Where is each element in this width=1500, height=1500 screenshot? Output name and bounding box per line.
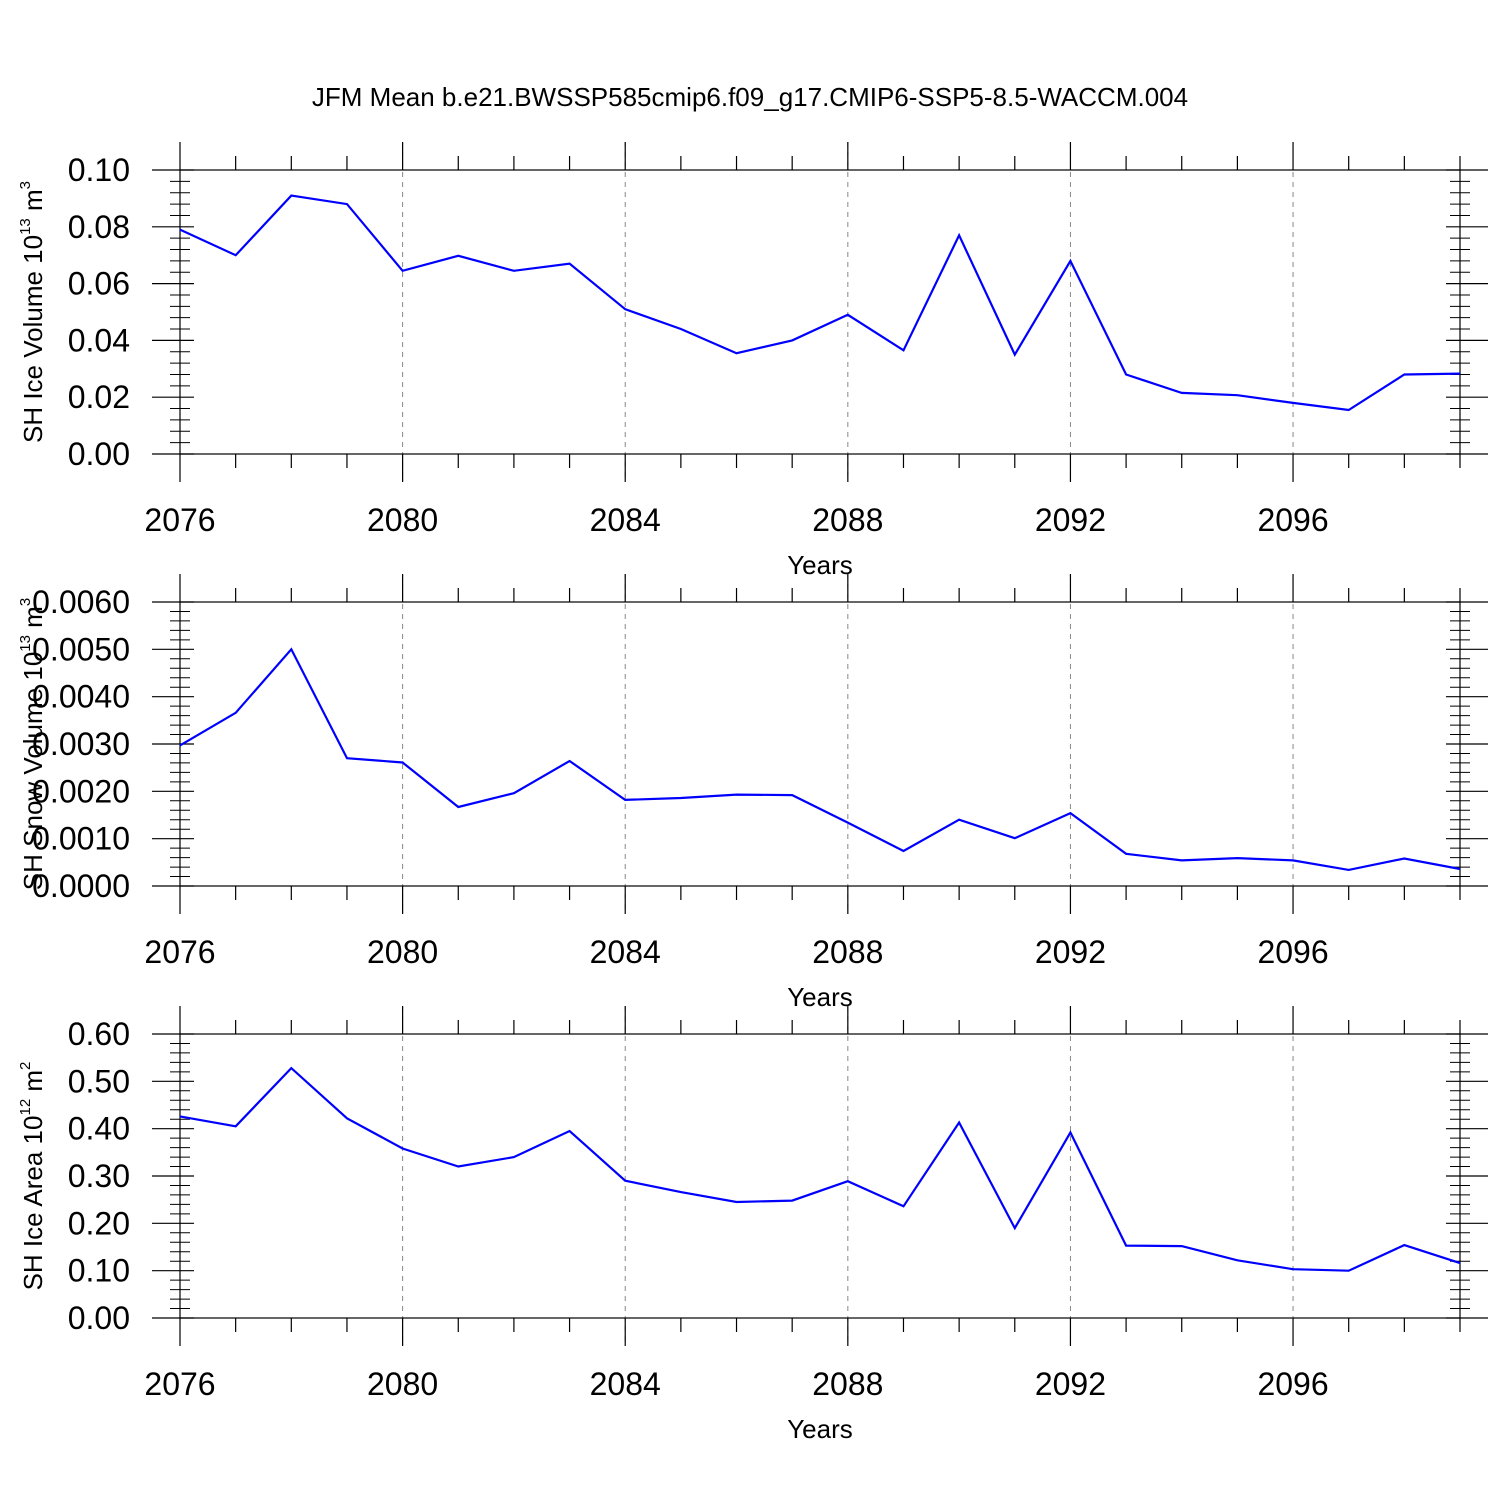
x-tick-label: 2088 [812,1366,883,1402]
plot-frame [179,169,1461,455]
x-tick-label: 2076 [144,1366,215,1402]
y-axis-title: SH Ice Area 1012 m2 [17,1062,48,1291]
x-axis-title: Years [787,982,853,1012]
y-tick-label: 0.50 [68,1063,130,1099]
x-tick-label: 2092 [1035,1366,1106,1402]
x-tick-label: 2080 [367,1366,438,1402]
plot-frame [179,601,1461,887]
x-tick-label: 2076 [144,502,215,538]
panels: 0.00 0.02 0.04 0.06 0.08 0.10 2076 2080 2084 2088… [17,142,1488,1444]
y-tick-label: 0.0030 [32,726,130,762]
y-tick-label: 0.40 [68,1111,130,1147]
series-line [179,194,1461,412]
x-tick-label: 2080 [367,934,438,970]
x-tick-label: 2084 [590,934,661,970]
plot-frame [179,1033,1461,1319]
x-tick-label: 2088 [812,502,883,538]
y-tick-label: 0.10 [68,1253,130,1289]
series-line [179,647,1461,872]
y-tick-label: 0.0050 [32,631,130,667]
x-tick-label: 2088 [812,934,883,970]
x-axis-title: Years [787,550,853,580]
y-axis-title: SH Snow Volume 1013 m3 [17,598,48,890]
x-axis-title: Years [787,1414,853,1444]
x-tick-label: 2096 [1257,1366,1328,1402]
y-tick-label: 0.0020 [32,773,130,809]
panel-1: 0.00 0.02 0.04 0.06 0.08 0.10 2076 2080 2084 2088… [17,142,1488,580]
chart-title: JFM Mean b.e21.BWSSP585cmip6.f09_g17.CMI… [312,82,1188,112]
y-tick-label: 0.06 [68,266,130,302]
series-line [179,1066,1461,1272]
y-tick-label: 0.04 [68,322,130,358]
y-tick-label: 0.0040 [32,679,130,715]
x-tick-label: 2092 [1035,502,1106,538]
x-tick-label: 2096 [1257,502,1328,538]
panel-2: 0.0000 0.0010 0.0020 0.0030 0.0040 0.0050 0.00… [17,574,1488,1012]
y-tick-label: 0.00 [68,1300,130,1336]
x-tick-label: 2084 [590,502,661,538]
y-tick-label: 0.30 [68,1158,130,1194]
y-tick-label: 0.0060 [32,584,130,620]
y-tick-label: 0.0000 [32,868,130,904]
x-tick-label: 2096 [1257,934,1328,970]
y-tick-label: 0.10 [68,152,130,188]
panel-3: 0.00 0.10 0.20 0.30 0.40 0.50 0.60 2076 2080 2084… [17,1006,1488,1444]
x-tick-label: 2084 [590,1366,661,1402]
y-axis-title: SH Ice Volume 1013 m3 [17,181,48,443]
x-tick-label: 2080 [367,502,438,538]
y-tick-label: 0.00 [68,436,130,472]
x-tick-label: 2092 [1035,934,1106,970]
y-tick-label: 0.08 [68,209,130,245]
x-tick-label: 2076 [144,934,215,970]
y-tick-label: 0.20 [68,1205,130,1241]
y-tick-label: 0.60 [68,1016,130,1052]
y-tick-label: 0.0010 [32,821,130,857]
y-tick-label: 0.02 [68,379,130,415]
